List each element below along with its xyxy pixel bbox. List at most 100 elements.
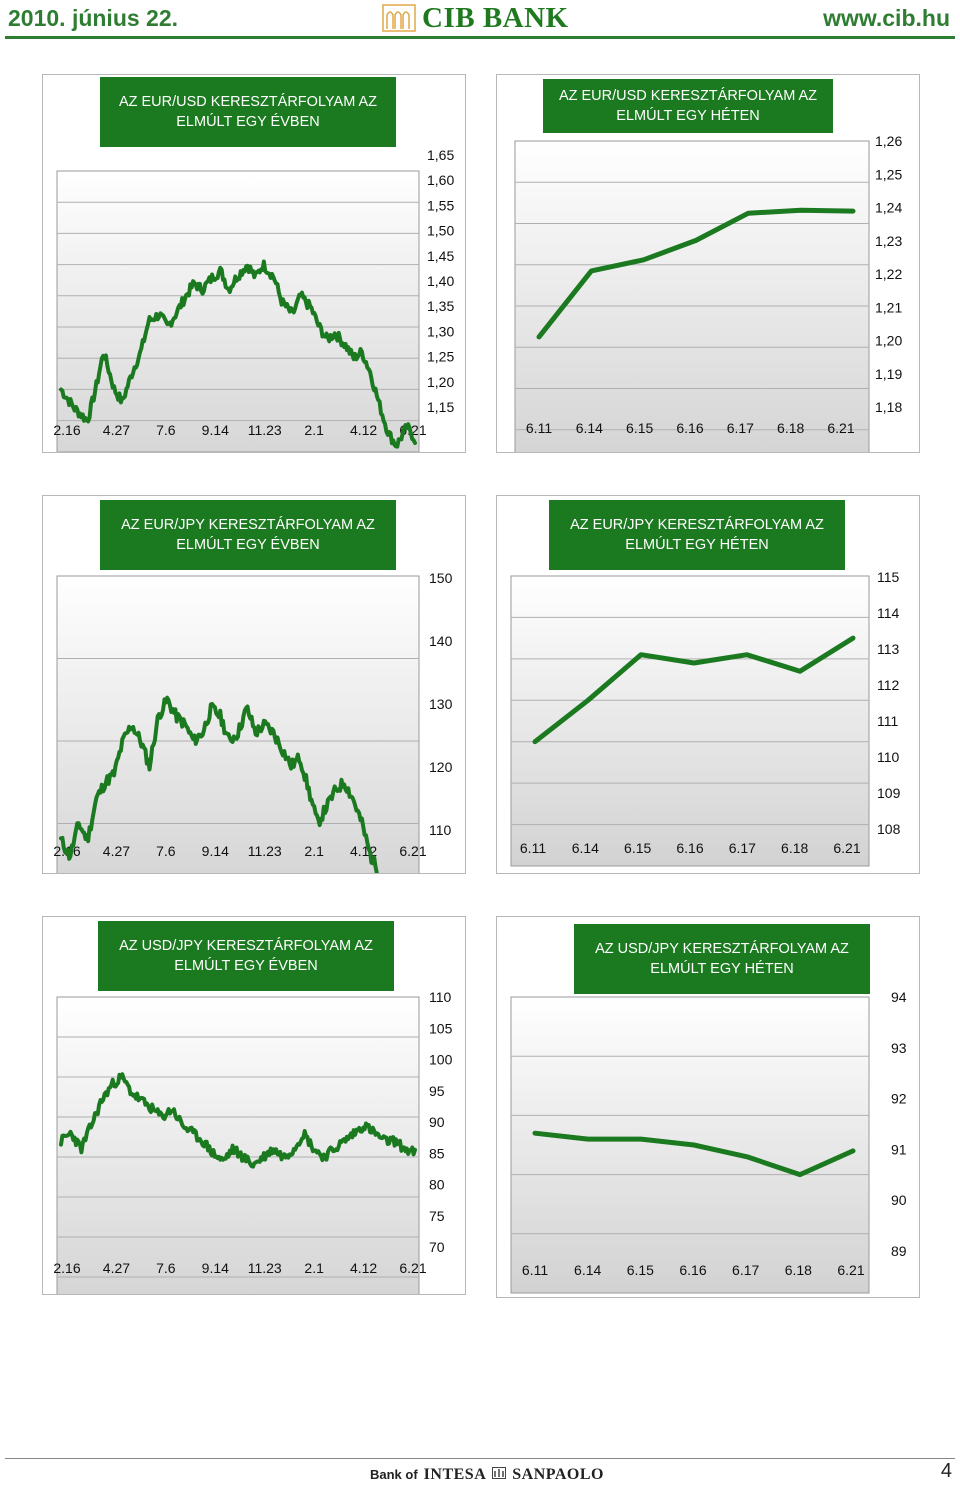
y-tick-label: 100: [429, 1052, 453, 1068]
y-tick-label: 110: [877, 749, 900, 765]
y-tick-label: 105: [429, 1020, 453, 1036]
x-tick-label: 4.27: [103, 422, 130, 438]
y-tick-label: 111: [877, 713, 898, 729]
cib-logo-icon: [382, 4, 416, 32]
y-tick-label: 1,21: [875, 299, 902, 315]
chart-panel-usdjpy-year: 110 105 100 95 90 85 80 75 70 2.16 4.27 7.6 9.14 11.2…: [42, 916, 466, 1295]
y-tick-label: 90: [891, 1192, 907, 1208]
y-tick-label: 110: [429, 989, 452, 1005]
y-tick-label: 94: [891, 989, 907, 1005]
y-tick-label: 95: [429, 1083, 445, 1099]
x-tick-label: 6.18: [777, 420, 804, 436]
x-tick-label: 6.17: [729, 840, 756, 856]
x-tick-label: 11.23: [248, 843, 282, 859]
y-tick-label: 1,45: [427, 248, 454, 264]
chart-title: AZ EUR/JPY KERESZTÁRFOLYAM AZ ELMÚLT EGY…: [549, 500, 845, 570]
x-tick-label: 6.21: [399, 1260, 426, 1276]
x-tick-label: 6.14: [576, 420, 603, 436]
x-tick-label: 6.16: [676, 840, 703, 856]
x-tick-label: 6.21: [833, 840, 860, 856]
y-tick-label: 120: [429, 759, 453, 775]
chart-panel-eurusd-year: 1,65 1,60 1,55 1,50 1,45 1,40 1,35 1,30 1,25 1,20…: [42, 74, 466, 453]
x-tick-label: 6.15: [627, 1262, 654, 1278]
header-divider: [5, 36, 955, 39]
y-tick-label: 80: [429, 1177, 445, 1193]
x-tick-label: 7.6: [156, 843, 176, 859]
x-tick-label: 11.23: [248, 422, 282, 438]
y-tick-label: 1,26: [875, 133, 902, 149]
series-line: [532, 635, 856, 745]
y-tick-label: 150: [429, 570, 453, 586]
group-logo-icon: [492, 1467, 507, 1479]
x-tick-label: 6.18: [781, 840, 808, 856]
x-tick-label: 6.14: [574, 1262, 601, 1278]
x-tick-label: 6.14: [572, 840, 599, 856]
y-tick-label: 1,60: [427, 172, 454, 188]
x-tick-label: 6.17: [727, 420, 754, 436]
y-tick-label: 109: [877, 785, 901, 801]
y-tick-label: 85: [429, 1145, 445, 1161]
series-line: [59, 1072, 417, 1169]
page-number: 4: [940, 1460, 952, 1482]
website-link[interactable]: www.cib.hu: [823, 5, 950, 31]
chart-title: AZ USD/JPY KERESZTÁRFOLYAM AZ ELMÚLT EGY…: [574, 924, 870, 994]
y-tick-label: 113: [877, 641, 900, 657]
y-tick-label: 90: [429, 1114, 445, 1130]
plot-area: [56, 996, 420, 1294]
group-name: INTESA: [423, 1466, 487, 1483]
y-tick-label: 140: [429, 633, 453, 649]
chart-panel-eurjpy-year: 150 140 130 120 110 2.16 4.27 7.6 9.14 11.23 2.1 4.…: [42, 495, 466, 874]
x-tick-label: 4.27: [103, 1260, 130, 1276]
report-date: 2010. június 22.: [8, 5, 179, 31]
y-tick-label: 1,65: [427, 147, 454, 163]
series-line: [59, 695, 379, 873]
cib-logo: CIB BANK: [382, 1, 569, 35]
y-tick-label: 91: [891, 1141, 907, 1157]
x-tick-label: 6.21: [837, 1262, 864, 1278]
usdjpy-week-chart: 94 93 92 91 90 89 6.11 6.14 6.15 6.16 6.17 6.18 6.21: [510, 989, 907, 1294]
y-tick-label: 1,30: [427, 323, 454, 339]
chart-panel-eurusd-week: 1,26 1,25 1,24 1,23 1,22 1,21 1,20 1,19 1,18 6.11…: [496, 74, 920, 453]
y-tick-label: 1,50: [427, 223, 454, 239]
x-tick-label: 4.12: [350, 422, 377, 438]
y-tick-label: 1,40: [427, 273, 454, 289]
y-tick-label: 1,25: [875, 166, 902, 182]
x-tick-label: 7.6: [156, 422, 176, 438]
y-tick-label: 130: [429, 696, 453, 712]
y-tick-label: 1,22: [875, 266, 902, 282]
eurusd-week-chart: 1,26 1,25 1,24 1,23 1,22 1,21 1,20 1,19 1,18 6.11…: [514, 133, 902, 452]
x-tick-label: 6.11: [520, 840, 546, 856]
x-tick-label: 9.14: [202, 843, 229, 859]
chart-title: AZ EUR/JPY KERESZTÁRFOLYAM AZ ELMÚLT EGY…: [100, 500, 396, 570]
group-name-2: SANPAOLO: [512, 1466, 604, 1483]
y-tick-label: 92: [891, 1091, 907, 1107]
chart-title: AZ EUR/USD KERESZTÁRFOLYAM AZ ELMÚLT EGY…: [543, 79, 833, 133]
bank-of-label: Bank of: [370, 1467, 418, 1482]
y-tick-label: 115: [877, 569, 900, 585]
chart-panel-eurjpy-week: 115 114 113 112 111 110 109 108 6.11 6.14 6.15 6.16…: [496, 495, 920, 874]
plot-area: [56, 170, 420, 452]
y-tick-label: 114: [877, 605, 900, 621]
x-tick-label: 6.17: [732, 1262, 759, 1278]
y-tick-label: 112: [877, 677, 900, 693]
y-tick-label: 93: [891, 1040, 907, 1056]
y-tick-label: 108: [877, 821, 901, 837]
x-tick-label: 2.16: [53, 422, 80, 438]
x-tick-label: 2.16: [53, 1260, 80, 1276]
y-tick-label: 1,20: [427, 374, 454, 390]
y-tick-label: 110: [429, 822, 452, 838]
y-tick-label: 1,20: [875, 333, 902, 349]
y-tick-label: 1,55: [427, 197, 454, 213]
x-tick-label: 6.21: [827, 420, 854, 436]
x-tick-label: 11.23: [248, 1260, 282, 1276]
y-tick-label: 70: [429, 1239, 445, 1255]
y-tick-label: 1,25: [427, 349, 454, 365]
x-tick-label: 6.16: [676, 420, 703, 436]
x-tick-label: 4.27: [103, 843, 130, 859]
series-line: [536, 207, 856, 340]
x-tick-label: 2.1: [304, 1260, 324, 1276]
x-tick-label: 7.6: [156, 1260, 176, 1276]
chart-title: AZ EUR/USD KERESZTÁRFOLYAM AZ ELMÚLT EGY…: [100, 77, 396, 147]
series-line: [532, 1130, 856, 1178]
